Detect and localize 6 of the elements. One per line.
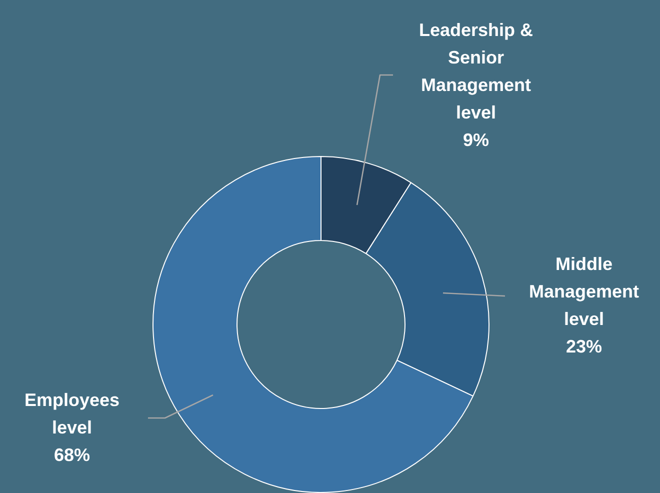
data-label: 68% <box>54 444 90 465</box>
slice-label: Middle Management level <box>528 254 640 329</box>
slice-label: Leadership & Senior Management level <box>418 20 534 122</box>
data-label: 9% <box>462 130 490 150</box>
slice-label: Employees level <box>24 390 120 438</box>
data-label: 23% <box>566 336 602 356</box>
